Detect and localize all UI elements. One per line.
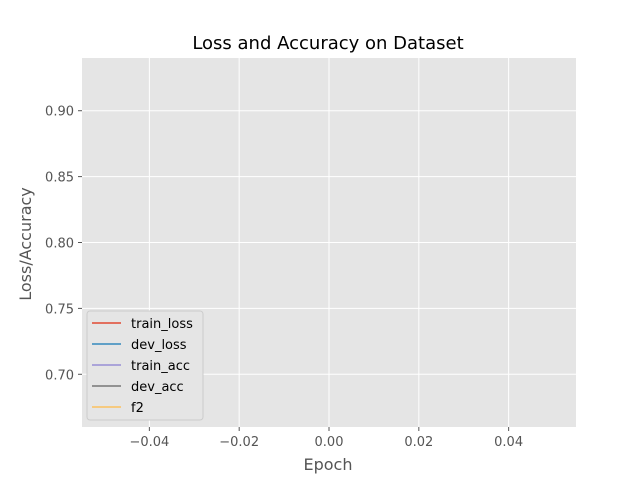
x-axis-ticks: −0.04 −0.02 0.00 0.02 0.04 (129, 427, 523, 450)
grid-lines (82, 58, 576, 427)
y-tick-label: 0.90 (45, 105, 74, 120)
y-tick-label: 0.75 (45, 302, 74, 317)
x-axis-label: Epoch (304, 455, 353, 474)
y-axis-label: Loss/Accuracy (16, 187, 35, 301)
y-axis-ticks: 0.70 0.75 0.80 0.85 0.90 (45, 105, 82, 383)
chart-title: Loss and Accuracy on Dataset (192, 33, 463, 54)
legend-box (86, 310, 204, 421)
x-tick-label: 0.04 (494, 435, 523, 450)
legend-label-dev-acc: dev_acc (131, 380, 184, 395)
y-tick-label: 0.85 (45, 171, 74, 186)
y-tick-label: 0.80 (45, 237, 74, 252)
legend-label-dev-loss: dev_loss (131, 338, 187, 353)
x-tick-label: −0.02 (219, 435, 259, 450)
legend-label-train-loss: train_loss (131, 317, 193, 332)
y-tick-label: 0.70 (45, 368, 74, 383)
x-tick-label: 0.02 (404, 435, 433, 450)
x-tick-label: −0.04 (129, 435, 169, 450)
legend: train_loss dev_loss train_acc dev_acc f2 (86, 310, 204, 421)
legend-label-train-acc: train_acc (131, 359, 190, 374)
legend-label-f2: f2 (131, 401, 144, 416)
x-tick-label: 0.00 (315, 435, 344, 450)
